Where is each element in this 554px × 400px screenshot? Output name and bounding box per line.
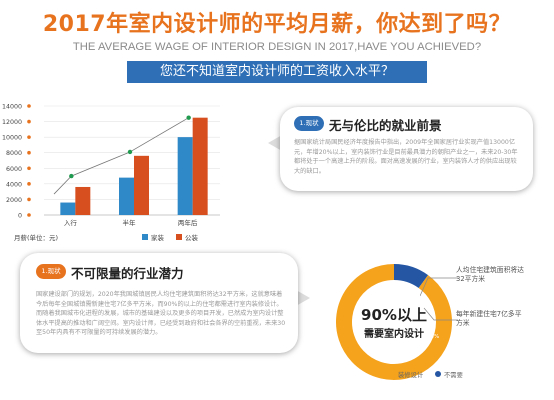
trend-point bbox=[127, 149, 133, 155]
y-tick-marker bbox=[27, 135, 31, 139]
donut-percent-label: 10% bbox=[427, 334, 440, 340]
bar-public bbox=[192, 117, 208, 215]
bar-home bbox=[60, 202, 76, 215]
donut-segment-major bbox=[336, 264, 452, 380]
y-tick-label: 4000 bbox=[6, 181, 22, 188]
legend-swatch bbox=[176, 234, 182, 240]
y-tick-label: 8000 bbox=[6, 150, 22, 157]
legend-label: 公装 bbox=[185, 233, 199, 242]
potential-card: 1.现状 不可限量的行业潜力 国家建设部门的规划，2020年我国城镇居民人均住宅… bbox=[20, 253, 298, 353]
potential-text: 国家建设部门的规划，2020年我国城镇居民人均住宅建筑面积将达32平方米，这就意… bbox=[36, 291, 286, 337]
legend-swatch-design bbox=[389, 371, 395, 377]
x-tick-label: 两年后 bbox=[178, 218, 198, 227]
y-tick-label: 0 bbox=[18, 213, 22, 220]
prospects-card: 1.现状 无与伦比的就业前景 据国家统计局国民经济年度报告中指出，2009年全国… bbox=[280, 107, 533, 191]
legend-swatch bbox=[142, 234, 148, 240]
x-tick-label: 入行 bbox=[64, 218, 78, 227]
page-title: 2017年室内设计师的平均月薪，你达到了吗？ bbox=[42, 12, 512, 37]
y-tick-label: 10000 bbox=[2, 135, 22, 142]
potential-heading: 不可限量的行业潜力 bbox=[71, 266, 184, 281]
legend-label-design: 装修设计 bbox=[398, 372, 424, 379]
salary-bar-chart: 0 2000 4000 6000 8000 10000 12000 14000 入行 半年 两年后月… bbox=[2, 104, 220, 242]
y-tick-label: 12000 bbox=[2, 119, 22, 126]
donut-segment-minor bbox=[393, 264, 429, 289]
status-badge: 1.现状 bbox=[36, 264, 66, 279]
trend-point bbox=[69, 173, 74, 179]
question-banner: 您还不知道室内设计师的工资收入水平？ bbox=[127, 61, 427, 83]
y-tick-label: 6000 bbox=[6, 166, 22, 173]
donut-note-housing: 每年新建住宅7亿多平方米 bbox=[456, 310, 522, 327]
y-tick-marker bbox=[27, 150, 31, 155]
bar-public bbox=[134, 155, 149, 215]
bar-home bbox=[119, 177, 134, 215]
y-tick-marker bbox=[27, 213, 31, 217]
legend-swatch-other bbox=[435, 371, 441, 377]
y-tick-marker bbox=[27, 166, 31, 171]
y-tick-label: 14000 bbox=[2, 104, 22, 111]
prospects-text: 据国家统计局国民经济年度报告中指出，2009年全国家居行业实现产值13000亿元… bbox=[294, 139, 518, 175]
bar-public bbox=[75, 186, 91, 215]
y-tick-marker bbox=[27, 119, 31, 124]
status-badge: 1.现状 bbox=[294, 116, 324, 131]
y-tick-marker bbox=[27, 182, 31, 186]
y-tick-marker bbox=[27, 197, 31, 202]
donut-small-label: 需要室内设计 bbox=[364, 329, 424, 340]
bubble-tail bbox=[268, 135, 282, 151]
donut-chart: 90%以上 需要室内设计 10% bbox=[334, 262, 454, 382]
donut-note-area: 人均住宅建筑面积将达32平方米 bbox=[456, 266, 524, 283]
donut-big-label: 90%以上 bbox=[361, 306, 427, 324]
page-subtitle: THE AVERAGE WAGE OF INTERIOR DESIGN IN 2… bbox=[72, 41, 482, 53]
y-axis-label: 月薪(单位：元) bbox=[14, 233, 58, 242]
y-tick-marker bbox=[27, 104, 31, 108]
legend-label-other: 不需要 bbox=[444, 372, 463, 379]
x-tick-label: 半年 bbox=[123, 218, 137, 227]
y-tick-label: 2000 bbox=[6, 197, 22, 204]
bar-home bbox=[177, 137, 193, 215]
trend-line bbox=[53, 117, 189, 195]
bubble-tail bbox=[296, 290, 310, 306]
prospects-heading: 无与伦比的就业前景 bbox=[329, 118, 442, 133]
callout-lines bbox=[420, 277, 458, 321]
legend-label: 家装 bbox=[151, 233, 165, 242]
trend-point bbox=[186, 115, 191, 120]
